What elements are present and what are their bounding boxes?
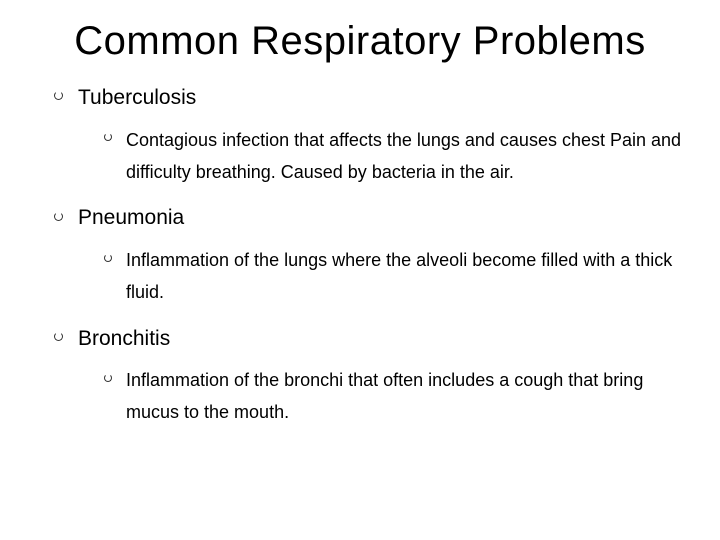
list-item: Bronchitis Inflammation of the bronchi t… [54,323,690,429]
list-item: Tuberculosis Contagious infection that a… [54,82,690,188]
bullet-list-level2: Contagious infection that affects the lu… [104,124,690,189]
list-item: Contagious infection that affects the lu… [104,124,690,189]
list-item-text: Inflammation of the bronchi that often i… [126,370,643,422]
bullet-list-level2: Inflammation of the lungs where the alve… [104,244,690,309]
slide: Common Respiratory Problems Tuberculosis… [0,0,720,540]
list-item: Inflammation of the lungs where the alve… [104,244,690,309]
list-item-label: Bronchitis [78,327,170,350]
slide-title: Common Respiratory Problems [30,18,690,64]
list-item-text: Contagious infection that affects the lu… [126,130,681,182]
list-item-label: Pneumonia [78,206,184,229]
list-item: Inflammation of the bronchi that often i… [104,364,690,429]
list-item-label: Tuberculosis [78,86,196,109]
bullet-list-level2: Inflammation of the bronchi that often i… [104,364,690,429]
list-item-text: Inflammation of the lungs where the alve… [126,250,672,302]
list-item: Pneumonia Inflammation of the lungs wher… [54,202,690,308]
bullet-list-level1: Tuberculosis Contagious infection that a… [54,82,690,429]
